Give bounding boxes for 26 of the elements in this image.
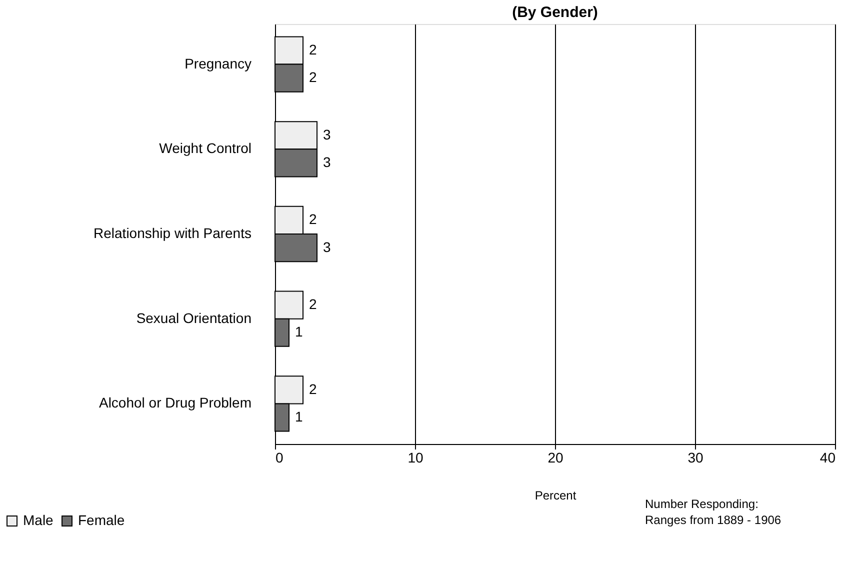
- chart-title: (By Gender): [512, 4, 598, 21]
- data-label: 3: [323, 154, 331, 170]
- x-tick-label: 40: [820, 450, 836, 466]
- data-label: 1: [295, 324, 303, 340]
- legend-label: Male: [23, 512, 54, 528]
- text: Number Responding:: [645, 497, 758, 511]
- data-label: 3: [323, 126, 331, 142]
- legend-label: Female: [78, 512, 125, 528]
- y-tick-label: Sexual Orientation: [136, 310, 252, 326]
- data-label: 2: [309, 211, 317, 228]
- y-tick-label: Weight Control: [159, 140, 252, 156]
- data-label: 2: [309, 380, 317, 397]
- data-label: 2: [309, 69, 317, 86]
- data-label: 2: [309, 42, 317, 58]
- x-tick-label: 10: [408, 450, 424, 466]
- y-tick-label: Relationship with Parents: [94, 225, 252, 241]
- x-tick-label: 20: [548, 450, 564, 466]
- text: Ranges from 1889 - 1906: [645, 513, 782, 527]
- x-tick-label: 30: [688, 450, 704, 466]
- x-tick-label: 0: [276, 450, 284, 466]
- y-tick-label: Alcohol or Drug Problem: [98, 394, 252, 411]
- data-label: 3: [323, 238, 331, 255]
- data-label: 1: [295, 408, 303, 424]
- x-axis-title: Percent: [534, 488, 577, 502]
- data-label: 2: [309, 296, 317, 312]
- y-tick-label: Pregnancy: [184, 55, 252, 72]
